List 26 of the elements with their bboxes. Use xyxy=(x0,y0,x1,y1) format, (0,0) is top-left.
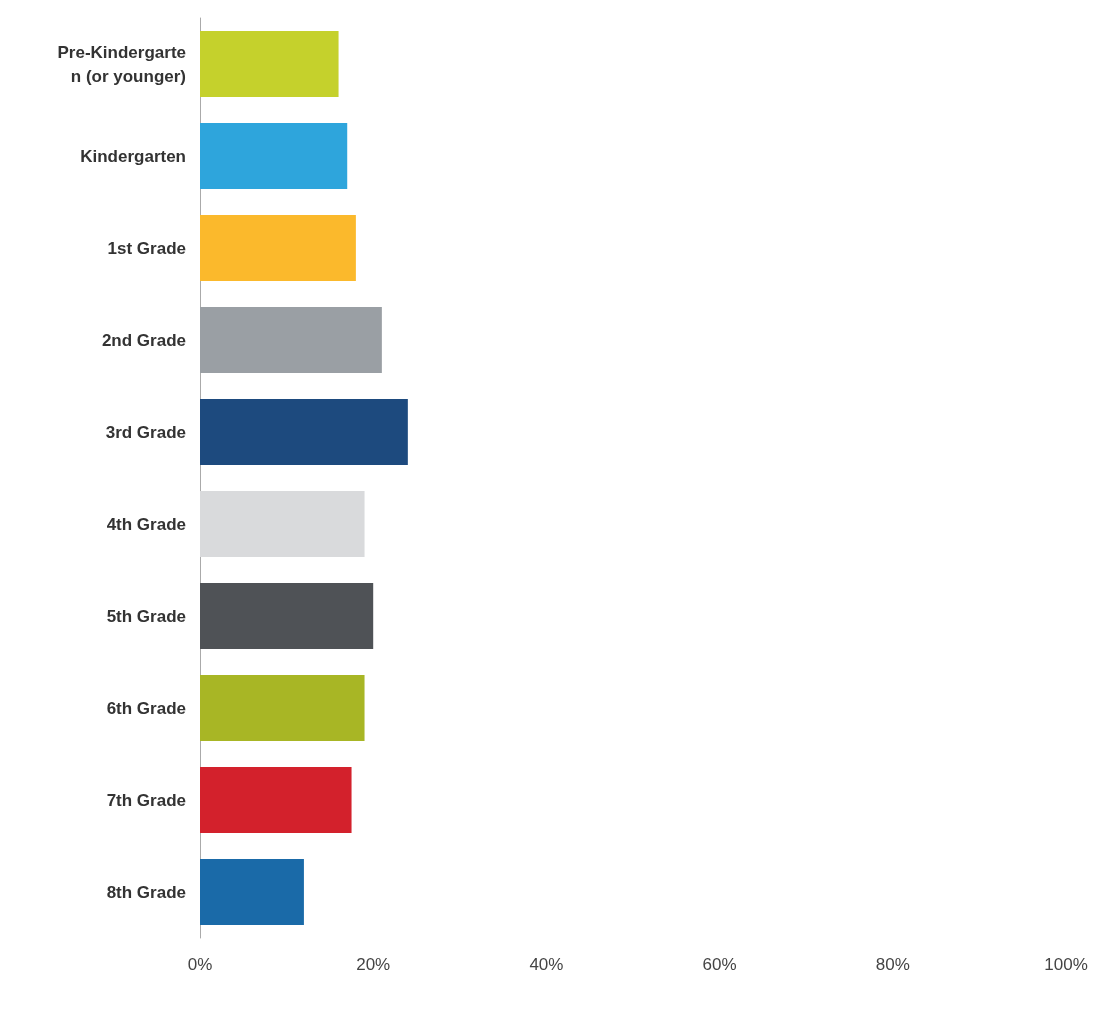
x-tick-label: 60% xyxy=(702,955,737,974)
y-tick-label: 4th Grade xyxy=(106,514,186,534)
x-tick-label: 0% xyxy=(187,955,213,974)
y-tick-label: 3rd Grade xyxy=(105,422,186,442)
bar xyxy=(200,306,382,374)
bar xyxy=(200,766,352,834)
bar xyxy=(200,674,365,742)
y-tick-label: 8th Grade xyxy=(106,882,186,902)
x-tick-label: 80% xyxy=(875,955,910,974)
bar xyxy=(200,858,304,926)
bar xyxy=(200,122,348,190)
y-tick-label: Pre-Kindergarte n (or younger) xyxy=(57,42,186,86)
x-tick-label: 40% xyxy=(529,955,564,974)
x-tick-label: 100% xyxy=(1044,955,1088,974)
bar xyxy=(200,30,339,98)
y-tick-label: 5th Grade xyxy=(106,606,186,626)
y-tick-label: 7th Grade xyxy=(106,790,186,810)
y-tick-label: Kindergarten xyxy=(80,146,186,166)
bar xyxy=(200,490,365,558)
y-tick-label: 6th Grade xyxy=(106,698,186,718)
y-tick-label: 2nd Grade xyxy=(101,330,186,350)
bar xyxy=(200,582,374,650)
bar xyxy=(200,398,408,466)
y-tick-label: 1st Grade xyxy=(107,238,186,258)
x-tick-label: 20% xyxy=(356,955,391,974)
bar xyxy=(200,214,356,282)
